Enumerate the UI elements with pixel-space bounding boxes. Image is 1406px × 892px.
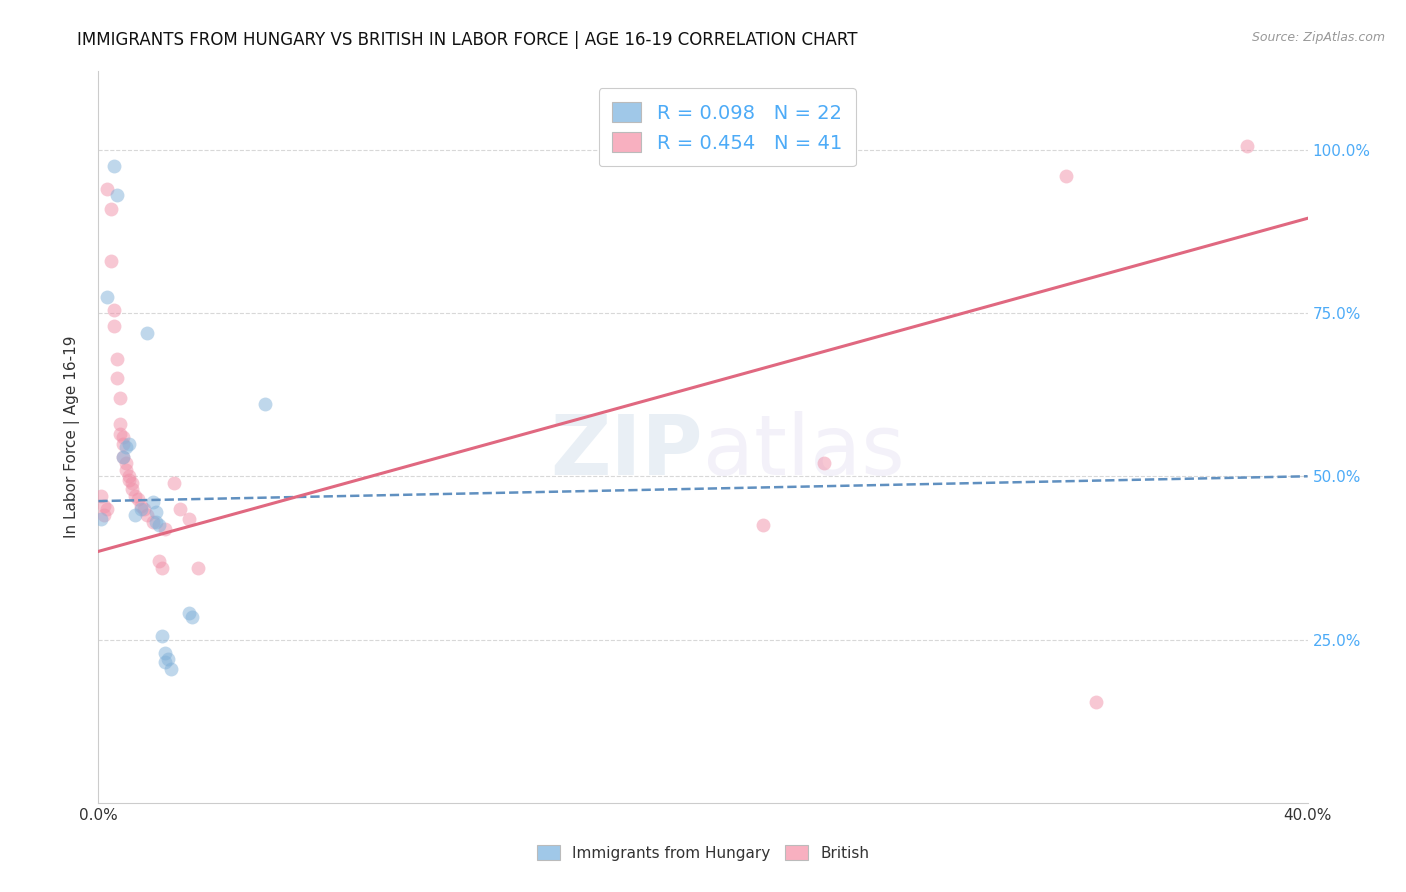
Point [118,436,141,450]
Point [169,502,191,516]
Point [96,290,118,304]
Point [150,560,173,574]
Point [153,646,176,660]
Point [118,473,141,487]
Text: IMMIGRANTS FROM HUNGARY VS BRITISH IN LABOR FORCE | AGE 16-19 CORRELATION CHART: IMMIGRANTS FROM HUNGARY VS BRITISH IN LA… [77,31,858,49]
Point [1054,169,1077,183]
Point [124,489,146,503]
Text: ZIP: ZIP [551,411,703,492]
Text: atlas: atlas [703,411,904,492]
Point [90,512,112,526]
Point [135,326,157,340]
Point [156,652,179,666]
Point [163,475,186,490]
Point [752,518,775,533]
Point [148,518,170,533]
Point [108,426,131,441]
Point [153,656,176,670]
Point [813,456,835,470]
Point [100,253,122,268]
Text: Source: ZipAtlas.com: Source: ZipAtlas.com [1251,31,1385,45]
Point [105,351,128,366]
Point [145,505,167,519]
Point [129,499,152,513]
Point [127,492,149,507]
Point [129,502,152,516]
Point [108,391,131,405]
Point [96,182,118,196]
Point [121,483,143,497]
Point [114,463,136,477]
Point [153,521,176,535]
Point [111,450,134,464]
Point [145,515,167,529]
Point [111,436,134,450]
Point [1236,139,1258,153]
Point [114,456,136,470]
Point [100,202,122,216]
Point [150,629,173,643]
Point [93,499,115,513]
Point [187,560,209,574]
Point [111,430,134,444]
Point [96,502,118,516]
Point [108,417,131,431]
Point [93,508,115,523]
Point [103,319,125,334]
Y-axis label: In Labor Force | Age 16-19: In Labor Force | Age 16-19 [63,335,80,539]
Point [179,607,201,621]
Legend: Immigrants from Hungary, British: Immigrants from Hungary, British [529,837,877,868]
Point [148,554,170,568]
Point [121,475,143,490]
Point [124,508,146,523]
Point [103,302,125,317]
Point [142,495,165,509]
Point [142,515,165,529]
Point [114,440,136,454]
Point [105,371,128,385]
Point [103,159,125,173]
Point [1085,695,1108,709]
Point [132,502,155,516]
Point [90,489,112,503]
Point [111,450,134,464]
Point [179,512,201,526]
Point [105,188,128,202]
Point [118,469,141,483]
Point [253,397,276,411]
Point [135,508,157,523]
Point [160,662,183,676]
Point [181,609,204,624]
